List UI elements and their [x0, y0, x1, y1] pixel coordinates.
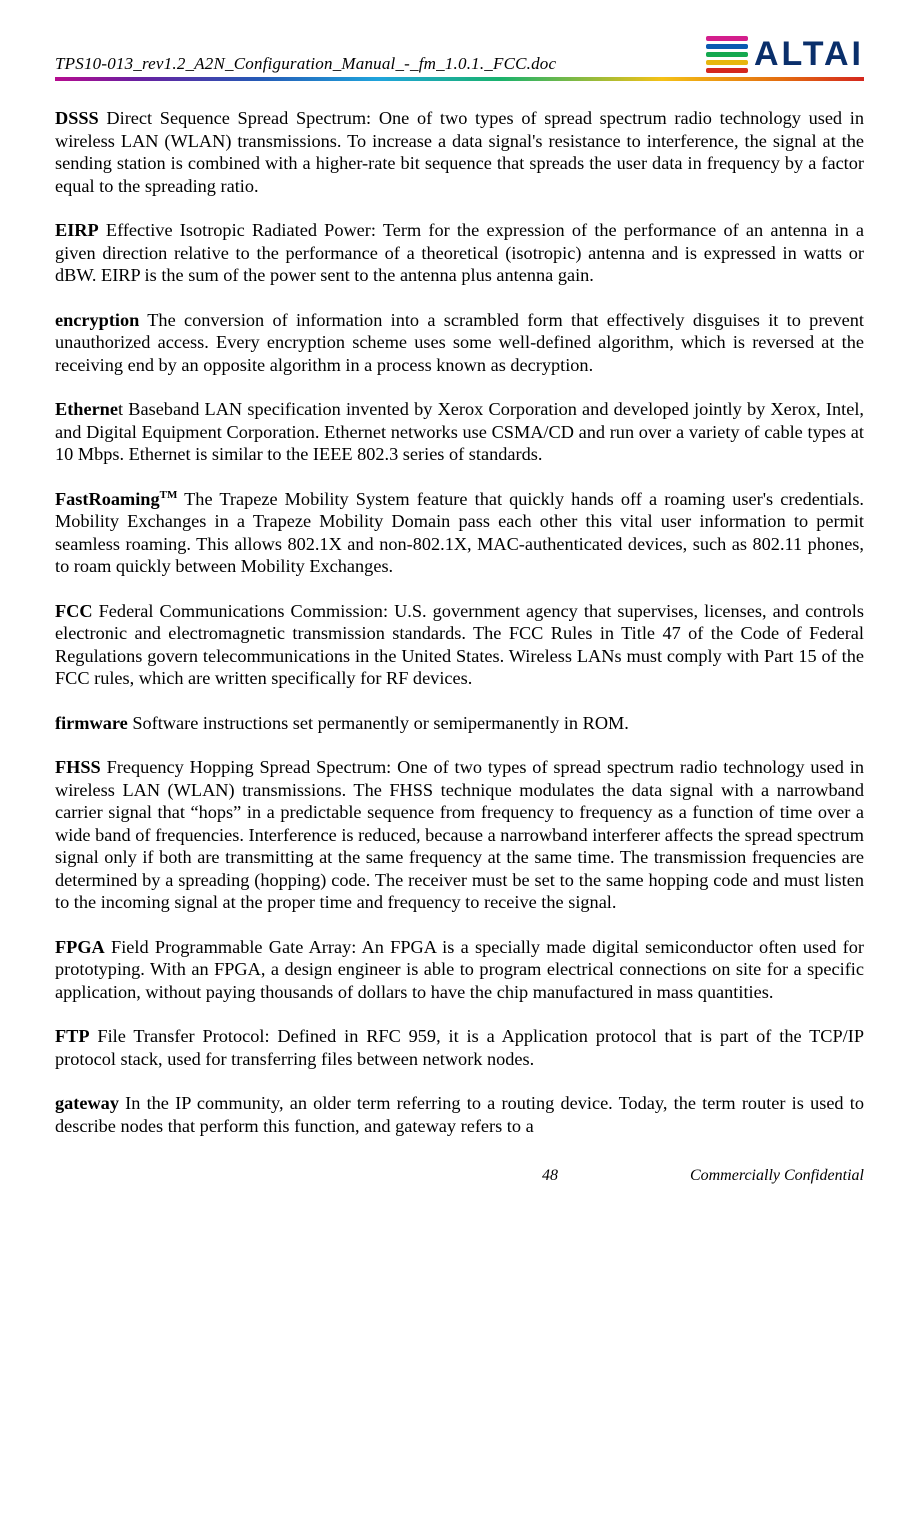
- glossary-definition: Federal Communications Commission: U.S. …: [55, 601, 864, 689]
- glossary-definition: Baseband LAN specification invented by X…: [55, 399, 864, 464]
- glossary-term: Etherne: [55, 399, 118, 419]
- glossary-content: DSSS Direct Sequence Spread Spectrum: On…: [55, 107, 864, 1137]
- glossary-term: EIRP: [55, 220, 99, 240]
- page-number: 48: [542, 1167, 558, 1185]
- glossary-term: firmware: [55, 713, 128, 733]
- page: TPS10-013_rev1.2_A2N_Configuration_Manua…: [0, 0, 919, 1230]
- document-filename: TPS10-013_rev1.2_A2N_Configuration_Manua…: [55, 54, 556, 74]
- glossary-definition: The Trapeze Mobility System feature that…: [55, 489, 864, 577]
- glossary-term: gateway: [55, 1093, 119, 1113]
- page-footer: 48 Commercially Confidential: [55, 1167, 864, 1185]
- glossary-entry: Ethernet Baseband LAN specification inve…: [55, 398, 864, 466]
- glossary-entry: FCC Federal Communications Commission: U…: [55, 600, 864, 690]
- glossary-term: FTP: [55, 1026, 90, 1046]
- glossary-term: DSSS: [55, 108, 99, 128]
- glossary-entry: FPGA Field Programmable Gate Array: An F…: [55, 936, 864, 1004]
- glossary-entry: DSSS Direct Sequence Spread Spectrum: On…: [55, 107, 864, 197]
- trademark-superscript: TM: [160, 488, 178, 500]
- glossary-term: FPGA: [55, 937, 105, 957]
- glossary-definition: Effective Isotropic Radiated Power: Term…: [55, 220, 864, 285]
- glossary-term: FHSS: [55, 757, 101, 777]
- glossary-definition: Direct Sequence Spread Spectrum: One of …: [55, 108, 864, 196]
- glossary-entry: encryption The conversion of information…: [55, 309, 864, 377]
- glossary-definition: Software instructions set permanently or…: [128, 713, 629, 733]
- glossary-term: encryption: [55, 310, 139, 330]
- confidential-label: Commercially Confidential: [690, 1167, 864, 1185]
- logo-stripe-4: [706, 68, 748, 73]
- logo-stripe-1: [706, 44, 748, 49]
- glossary-entry: FTP File Transfer Protocol: Defined in R…: [55, 1025, 864, 1070]
- glossary-entry: firmware Software instructions set perma…: [55, 712, 864, 735]
- logo-stripe-2: [706, 52, 748, 57]
- glossary-definition: Frequency Hopping Spread Spectrum: One o…: [55, 757, 864, 912]
- glossary-definition: The conversion of information into a scr…: [55, 310, 864, 375]
- logo-text: ALTAI: [754, 35, 864, 74]
- page-header: TPS10-013_rev1.2_A2N_Configuration_Manua…: [55, 35, 864, 74]
- glossary-entry: gateway In the IP community, an older te…: [55, 1092, 864, 1137]
- rainbow-divider: [55, 77, 864, 81]
- glossary-definition: File Transfer Protocol: Defined in RFC 9…: [55, 1026, 864, 1069]
- glossary-term: FCC: [55, 601, 93, 621]
- altai-logo: ALTAI: [706, 35, 864, 74]
- logo-stripe-0: [706, 36, 748, 41]
- logo-stripes: [706, 36, 748, 73]
- glossary-entry: FHSS Frequency Hopping Spread Spectrum: …: [55, 756, 864, 914]
- logo-stripe-3: [706, 60, 748, 65]
- glossary-term: FastRoaming: [55, 489, 160, 509]
- glossary-entry: FastRoamingTM The Trapeze Mobility Syste…: [55, 488, 864, 578]
- glossary-definition: In the IP community, an older term refer…: [55, 1093, 864, 1136]
- glossary-entry: EIRP Effective Isotropic Radiated Power:…: [55, 219, 864, 287]
- glossary-definition: Field Programmable Gate Array: An FPGA i…: [55, 937, 864, 1002]
